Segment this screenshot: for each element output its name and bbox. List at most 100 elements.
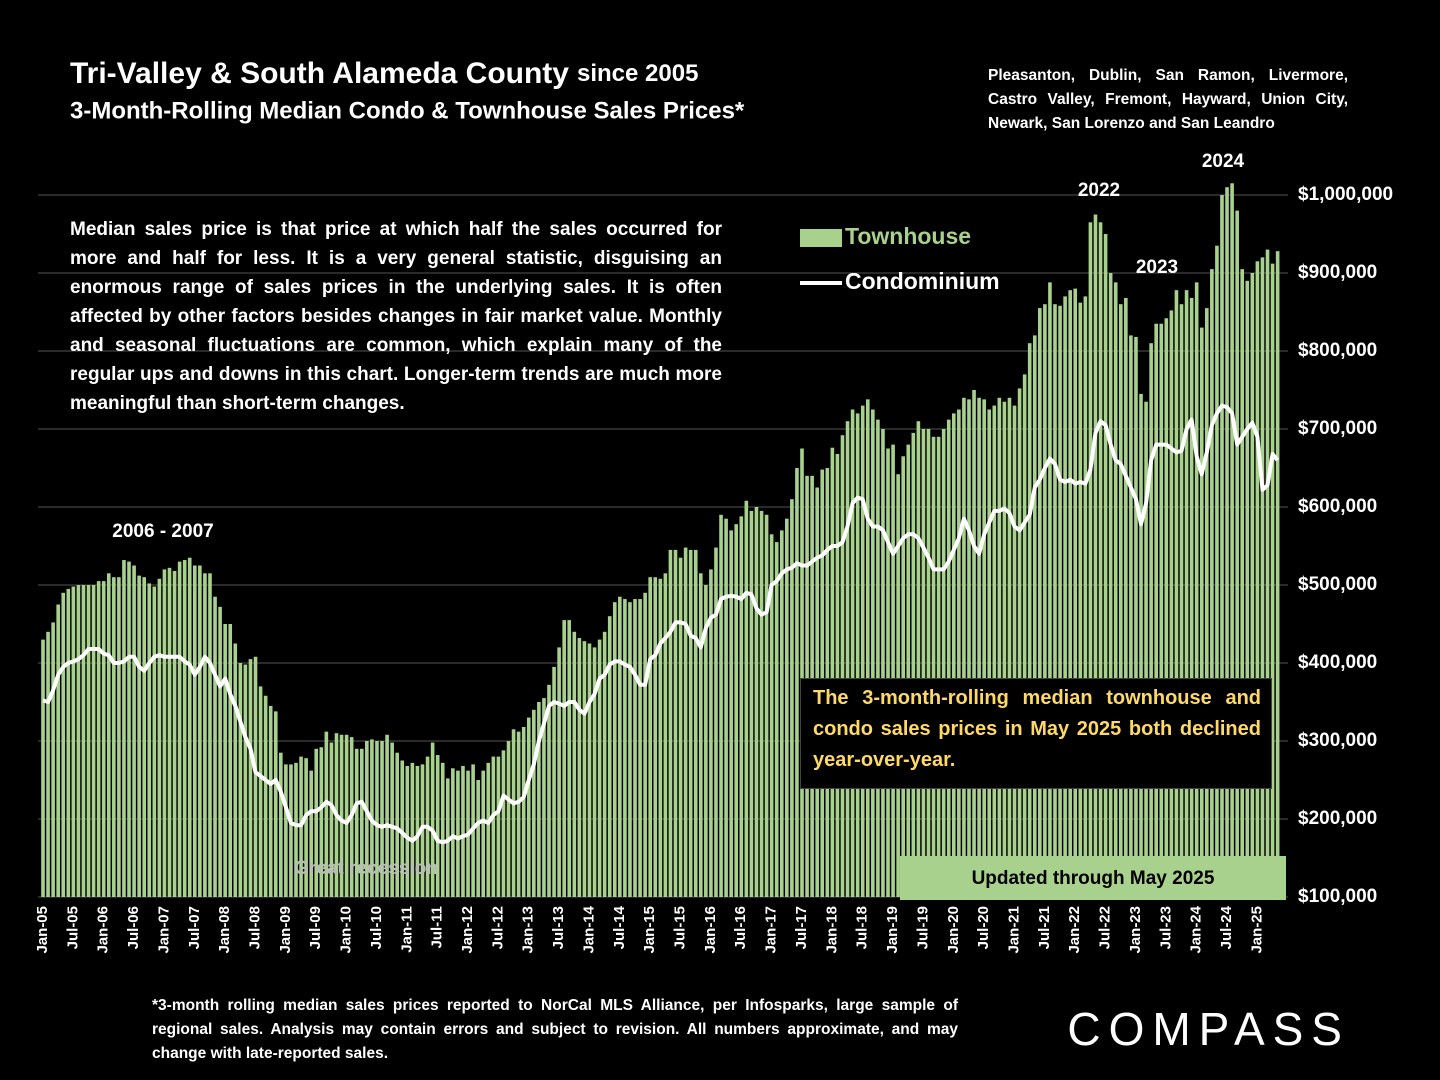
- bar: [602, 631, 607, 897]
- bar: [198, 565, 202, 897]
- x-tick-label: Jan-25: [1248, 906, 1265, 954]
- line: [42, 403, 1280, 845]
- bar: [400, 760, 405, 897]
- x-tick-label: Jan-17: [763, 906, 780, 954]
- x-tick-label: Jan-07: [155, 906, 172, 954]
- bar: [759, 510, 764, 897]
- bar: [638, 599, 642, 897]
- y-tick-label: $100,000: [1298, 886, 1377, 907]
- bar: [785, 518, 789, 897]
- bar: [1012, 405, 1017, 897]
- bar: [284, 764, 288, 897]
- bar: [729, 530, 733, 897]
- x-tick-label: Jan-05: [34, 906, 51, 954]
- bar: [152, 586, 157, 897]
- bar: [1230, 183, 1234, 898]
- bar: [724, 518, 728, 897]
- bar: [1245, 280, 1250, 897]
- bar: [542, 698, 546, 897]
- bar: [486, 762, 491, 897]
- bar: [208, 573, 212, 897]
- bar: [117, 577, 121, 897]
- x-tick-label: Jul-21: [1036, 906, 1053, 949]
- bar: [633, 599, 637, 897]
- bar: [137, 575, 141, 897]
- y-tick-label: $300,000: [1298, 730, 1377, 751]
- bar: [835, 453, 840, 897]
- bar: [855, 413, 860, 897]
- legend-swatch: [800, 229, 842, 247]
- x-tick-label: Jan-09: [277, 906, 294, 954]
- legend-label: Townhouse: [845, 223, 971, 249]
- bar: [440, 762, 445, 897]
- bar: [248, 659, 253, 897]
- bar: [587, 643, 592, 897]
- bar: [860, 405, 865, 897]
- bar: [1144, 401, 1148, 897]
- region-note: Pleasanton, Dublin, San Ramon, Livermore…: [988, 67, 1348, 132]
- y-tick-label: $800,000: [1298, 340, 1377, 361]
- bar: [744, 500, 749, 897]
- bar: [936, 436, 941, 897]
- bar: [1179, 304, 1184, 897]
- bar: [461, 765, 465, 897]
- x-tick-label: Jan-23: [1127, 906, 1144, 954]
- bar: [1250, 273, 1255, 897]
- bar: [1113, 282, 1118, 897]
- bar: [223, 624, 227, 897]
- bar: [132, 565, 136, 897]
- bar: [81, 585, 86, 897]
- bar: [592, 647, 597, 897]
- bar: [547, 684, 551, 897]
- x-tick-label: Jul-15: [672, 906, 689, 949]
- x-tick-label: Jul-22: [1097, 906, 1114, 949]
- x-tick-label: Jul-18: [854, 906, 871, 949]
- x-tick-label: Jan-20: [945, 906, 962, 954]
- bar: [714, 547, 718, 897]
- bar: [871, 409, 875, 897]
- bar: [127, 561, 131, 897]
- bar: [446, 778, 450, 897]
- bar: [693, 549, 698, 897]
- bar: [122, 560, 126, 897]
- bar: [1098, 222, 1103, 898]
- bar: [1215, 245, 1219, 897]
- bar: [1103, 234, 1108, 897]
- bar: [410, 762, 415, 897]
- bar: [233, 643, 238, 897]
- bar: [1083, 296, 1088, 897]
- bar: [395, 752, 399, 897]
- bar: [1068, 290, 1072, 897]
- bar: [1164, 318, 1169, 897]
- bar: [1078, 302, 1083, 897]
- x-tick-label: Jul-17: [793, 906, 810, 949]
- bar: [61, 592, 66, 897]
- x-tick-label: Jul-08: [246, 906, 263, 949]
- bar: [552, 666, 556, 897]
- x-tick-label: Jan-08: [216, 906, 233, 954]
- bar: [319, 747, 324, 897]
- bar: [567, 620, 572, 897]
- bar: [704, 585, 708, 897]
- bar: [957, 409, 961, 897]
- bar: [739, 516, 744, 897]
- bar: [258, 686, 263, 897]
- y-tick-label: $1,000,000: [1298, 184, 1393, 205]
- bar: [96, 581, 101, 897]
- bar: [112, 577, 116, 897]
- x-tick-label: Jan-22: [1066, 906, 1083, 954]
- annotation: 2023: [1136, 257, 1178, 278]
- bar: [496, 756, 501, 897]
- bar: [218, 606, 222, 897]
- bar: [562, 620, 566, 897]
- bar: [289, 764, 293, 897]
- bar: [618, 596, 622, 897]
- bar: [526, 717, 531, 897]
- bar: [764, 514, 769, 897]
- bar: [268, 705, 273, 897]
- bar: [238, 663, 243, 897]
- bar: [177, 561, 182, 897]
- bar: [324, 731, 329, 897]
- bar: [952, 413, 956, 897]
